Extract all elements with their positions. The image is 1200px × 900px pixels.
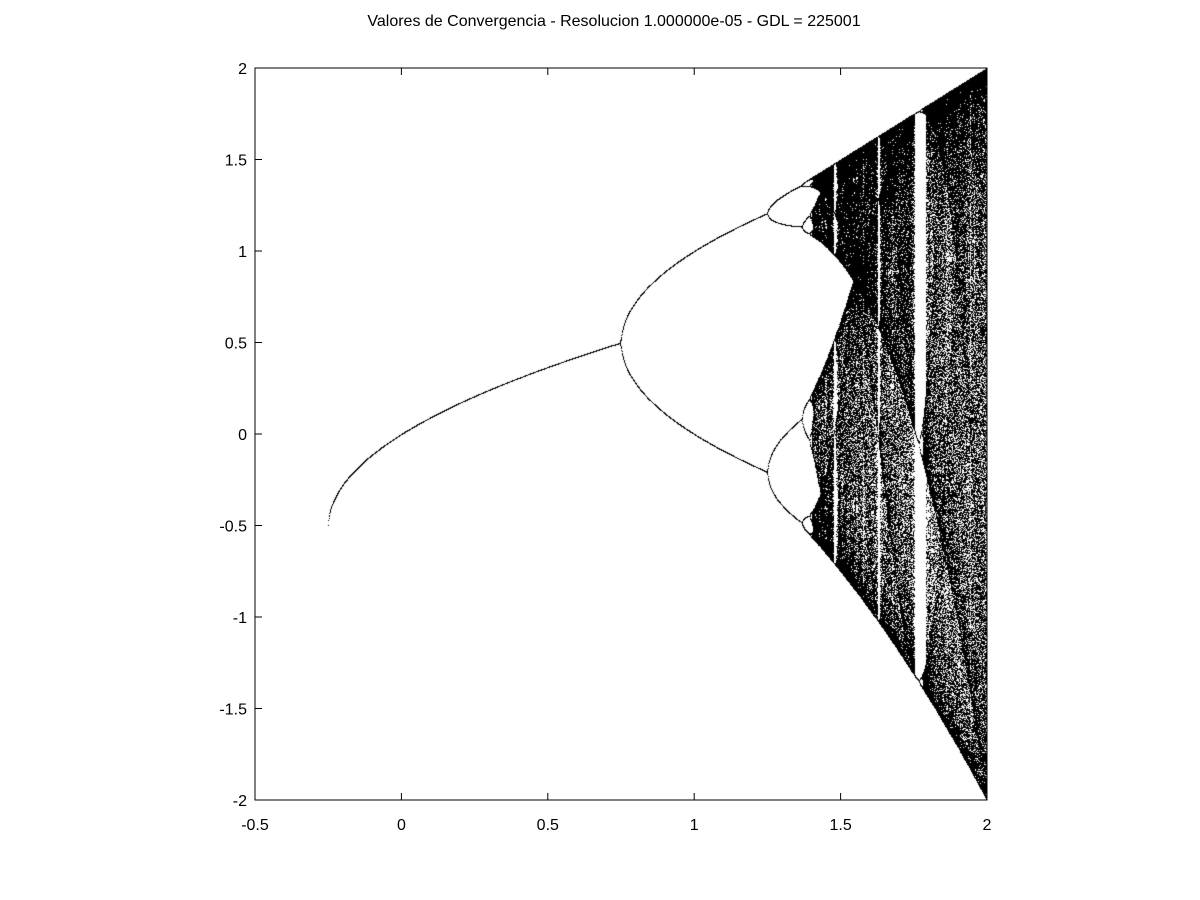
y-tick-label: 0.5 bbox=[225, 336, 247, 353]
x-tick-label: 0 bbox=[397, 817, 406, 834]
y-tick-label: 1 bbox=[238, 244, 247, 261]
chart-title: Valores de Convergencia - Resolucion 1.0… bbox=[367, 13, 860, 30]
x-tick-label: -0.5 bbox=[241, 817, 269, 834]
bifurcation-points bbox=[255, 68, 987, 800]
y-tick-label: 2 bbox=[238, 61, 247, 78]
y-tick-label: -1.5 bbox=[219, 702, 247, 719]
y-axis: -2 -1.5 -1 -0.5 0 0.5 1 1.5 2 bbox=[219, 61, 987, 810]
y-tick-label: -0.5 bbox=[219, 519, 247, 536]
y-tick-label: 1.5 bbox=[225, 153, 247, 170]
plot-area bbox=[255, 68, 987, 800]
y-tick-label: -2 bbox=[233, 793, 247, 810]
x-tick-label: 2 bbox=[983, 817, 992, 834]
x-tick-label: 1 bbox=[690, 817, 699, 834]
y-tick-label: -1 bbox=[233, 610, 247, 627]
x-tick-label: 1.5 bbox=[829, 817, 851, 834]
x-axis: -0.5 0 0.5 1 1.5 2 bbox=[241, 68, 992, 834]
y-tick-label: 0 bbox=[238, 427, 247, 444]
x-tick-label: 0.5 bbox=[537, 817, 559, 834]
